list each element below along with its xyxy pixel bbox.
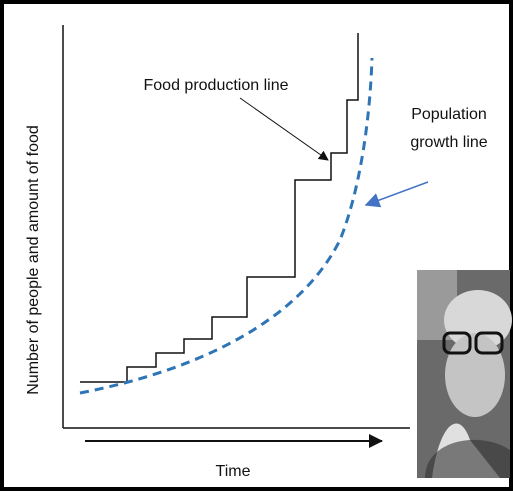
y-axis-label: Number of people and amount of food [25,125,42,395]
x-axis-label: Time [216,463,251,480]
portrait-photo [417,270,512,478]
food-production-line [80,33,359,383]
food-label: Food production line [144,77,289,94]
food-pointer [239,97,329,161]
population-label: Population [411,106,487,123]
population-label: growth line [410,134,487,151]
population-pointer [364,181,429,208]
population-growth-line [79,57,374,395]
